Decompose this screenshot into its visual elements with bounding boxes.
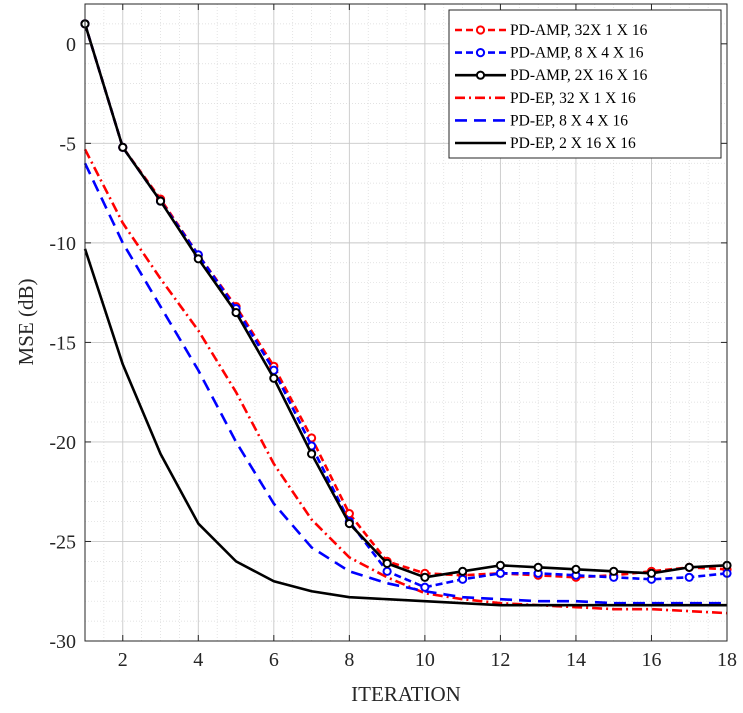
x-axis-label: ITERATION <box>351 682 461 706</box>
x-tick-label: 8 <box>344 649 354 671</box>
legend-label: PD-EP, 8 X 4 X 16 <box>510 112 628 129</box>
data-point <box>533 562 543 572</box>
plot-frame <box>84 3 728 642</box>
data-point <box>458 566 468 576</box>
y-tick-label: -5 <box>59 133 76 155</box>
series-line <box>83 23 728 579</box>
y-tick-labels: 0 -5 -10 -15 -20 -25 -30 <box>49 34 76 653</box>
data-point <box>420 582 430 592</box>
legend-label: PD-AMP, 8 X 4 X 16 <box>510 45 644 62</box>
data-point <box>458 574 468 584</box>
data-point <box>609 566 619 576</box>
data-point <box>684 562 694 572</box>
x-tick-label: 18 <box>717 649 737 671</box>
legend-entry: PD-EP, 8 X 4 X 16 <box>455 112 628 129</box>
data-point <box>306 449 317 459</box>
x-tick-label: 14 <box>566 649 586 671</box>
y-tick-label: -25 <box>49 531 76 553</box>
data-point <box>193 254 203 264</box>
legend: PD-AMP, 32X 1 X 16 PD-AMP, 8 X 4 X 16 PD-A… <box>448 9 722 159</box>
legend-marker <box>475 48 486 58</box>
series-5 <box>83 162 727 605</box>
y-tick-label: 0 <box>66 34 76 56</box>
legend-label: PD-EP, 2 X 16 X 16 <box>510 135 636 152</box>
data-point <box>231 307 241 318</box>
legend-entry: PD-EP, 2 X 16 X 16 <box>455 135 636 152</box>
data-point <box>269 373 279 383</box>
data-point <box>646 568 657 578</box>
legend-marker <box>475 25 486 35</box>
legend-entry: PD-AMP, 8 X 4 X 16 <box>455 45 644 62</box>
x-tick-labels: 2 4 6 8 10 12 14 16 18 <box>118 649 737 671</box>
legend-entry: PD-EP, 32 X 1 X 16 <box>455 90 636 107</box>
data-point <box>495 568 506 578</box>
legend-entry: PD-AMP, 2X 16 X 16 <box>455 67 648 84</box>
series-4 <box>83 148 728 615</box>
series-line <box>83 248 727 607</box>
x-tick-label: 4 <box>193 649 203 671</box>
legend-label: PD-AMP, 2X 16 X 16 <box>510 67 648 84</box>
legend-label: PD-EP, 32 X 1 X 16 <box>510 90 636 107</box>
legend-box <box>448 9 722 159</box>
legend-label: PD-AMP, 32X 1 X 16 <box>510 22 648 39</box>
minor-grid <box>84 3 727 641</box>
series-line <box>83 162 727 605</box>
series-line <box>83 23 728 579</box>
data-point <box>571 564 581 574</box>
data-point <box>382 558 392 568</box>
data-point <box>344 518 354 529</box>
series-line <box>83 23 728 589</box>
x-tick-label: 16 <box>641 649 661 671</box>
data-point <box>495 560 506 570</box>
data-point <box>118 142 128 152</box>
legend-marker <box>475 70 486 80</box>
data-point <box>420 572 430 582</box>
x-tick-label: 6 <box>269 649 279 671</box>
axis-ticks <box>85 4 728 642</box>
x-tick-label: 2 <box>118 649 128 671</box>
data-point <box>684 572 694 582</box>
y-tick-label: -20 <box>49 432 76 454</box>
data-point <box>155 196 166 206</box>
x-tick-label: 10 <box>415 649 435 671</box>
y-tick-label: -10 <box>49 233 76 255</box>
series-6 <box>83 248 727 607</box>
legend-entry: PD-AMP, 32X 1 X 16 <box>455 22 648 39</box>
x-tick-label: 12 <box>490 649 510 671</box>
y-axis-label: MSE (dB) <box>14 279 38 366</box>
y-tick-label: -15 <box>49 332 76 354</box>
y-tick-label: -30 <box>49 631 76 653</box>
series-line <box>83 148 728 615</box>
data-point <box>382 566 392 576</box>
